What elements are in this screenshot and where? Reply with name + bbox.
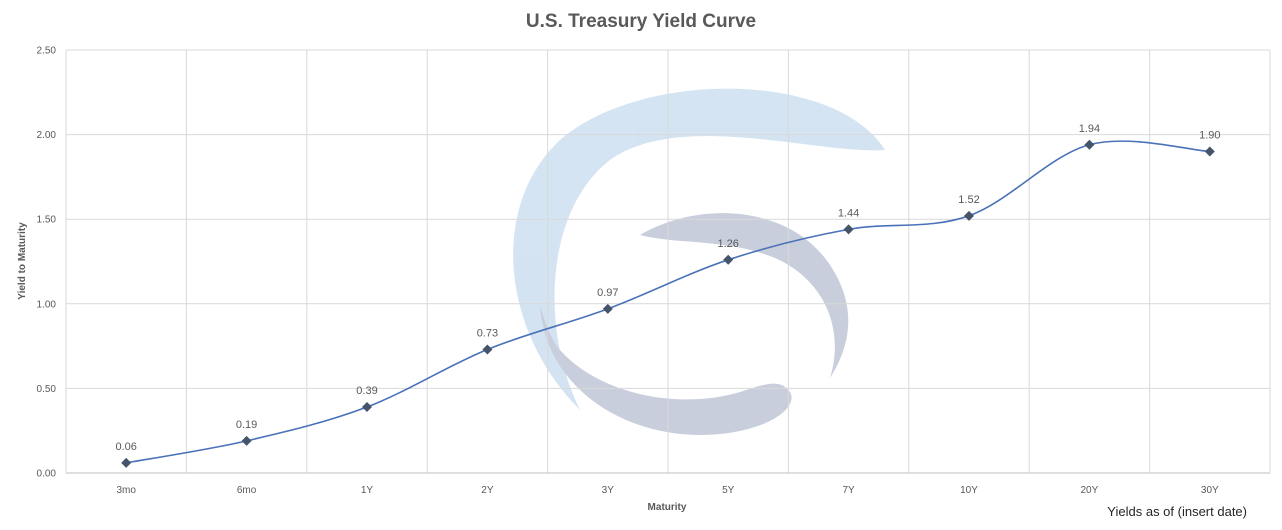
data-point-marker <box>241 435 252 446</box>
y-axis-ticks: 0.00 0.50 1.00 1.50 2.00 2.50 <box>37 46 57 480</box>
x-axis-title: Maturity <box>648 502 687 513</box>
data-point-marker <box>1204 146 1215 157</box>
data-label: 1.94 <box>1079 123 1100 135</box>
chart-title: U.S. Treasury Yield Curve <box>526 11 756 32</box>
x-tick-label: 7Y <box>842 485 855 496</box>
data-point-marker <box>362 402 372 413</box>
data-labels: 0.06 0.19 0.39 0.73 0.97 1.26 1.44 1.52 1.94 1.90 <box>115 123 1220 453</box>
data-point-marker <box>964 210 974 221</box>
data-point-marker <box>121 457 132 468</box>
x-tick-label: 1Y <box>361 485 374 496</box>
y-tick-label: 1.00 <box>37 299 57 310</box>
gridlines <box>65 49 1271 474</box>
data-label: 1.44 <box>838 207 859 219</box>
x-tick-label: 5Y <box>722 485 735 496</box>
x-tick-label: 3mo <box>116 485 136 496</box>
y-tick-label: 1.50 <box>37 215 57 226</box>
watermark-outer-arc <box>513 88 885 411</box>
data-label: 1.90 <box>1199 130 1220 142</box>
logo-swirl-watermark <box>513 88 885 435</box>
series-line <box>126 140 1210 464</box>
watermark-bottom-arc <box>540 305 792 435</box>
watermark-inner-arc <box>640 213 849 378</box>
y-tick-label: 0.50 <box>37 384 57 395</box>
y-tick-label: 2.50 <box>37 46 57 57</box>
data-point-marker <box>723 254 734 265</box>
data-point-marker <box>1084 139 1095 150</box>
data-point-marker <box>482 344 493 355</box>
y-tick-label: 2.00 <box>37 130 57 141</box>
yields-date-note: Yields as of (insert date) <box>1107 504 1247 519</box>
x-tick-label: 6mo <box>237 485 257 496</box>
data-point-marker <box>602 303 613 314</box>
y-axis-title: Yield to Maturity <box>17 222 28 300</box>
x-tick-label: 10Y <box>960 485 978 496</box>
plot-area: 0.00 0.50 1.00 1.50 2.00 2.50 3mo 6mo 1Y 2Y 3Y 5Y 7… <box>37 46 1271 496</box>
x-tick-label: 30Y <box>1201 485 1219 496</box>
x-axis-ticks: 3mo 6mo 1Y 2Y 3Y 5Y 7Y 10Y 20Y 30Y <box>116 485 1219 496</box>
data-label: 0.19 <box>236 419 257 431</box>
data-label: 1.52 <box>958 194 979 206</box>
data-label: 0.39 <box>356 385 377 397</box>
data-label: 1.26 <box>717 238 738 250</box>
data-label: 0.97 <box>597 287 618 299</box>
x-tick-label: 20Y <box>1081 485 1099 496</box>
series-markers <box>121 139 1215 468</box>
data-label: 0.73 <box>477 327 498 339</box>
data-point-marker <box>843 224 854 235</box>
x-tick-label: 2Y <box>481 485 494 496</box>
x-tick-label: 3Y <box>602 485 615 496</box>
data-label: 0.06 <box>115 441 136 453</box>
y-tick-label: 0.00 <box>37 469 57 480</box>
